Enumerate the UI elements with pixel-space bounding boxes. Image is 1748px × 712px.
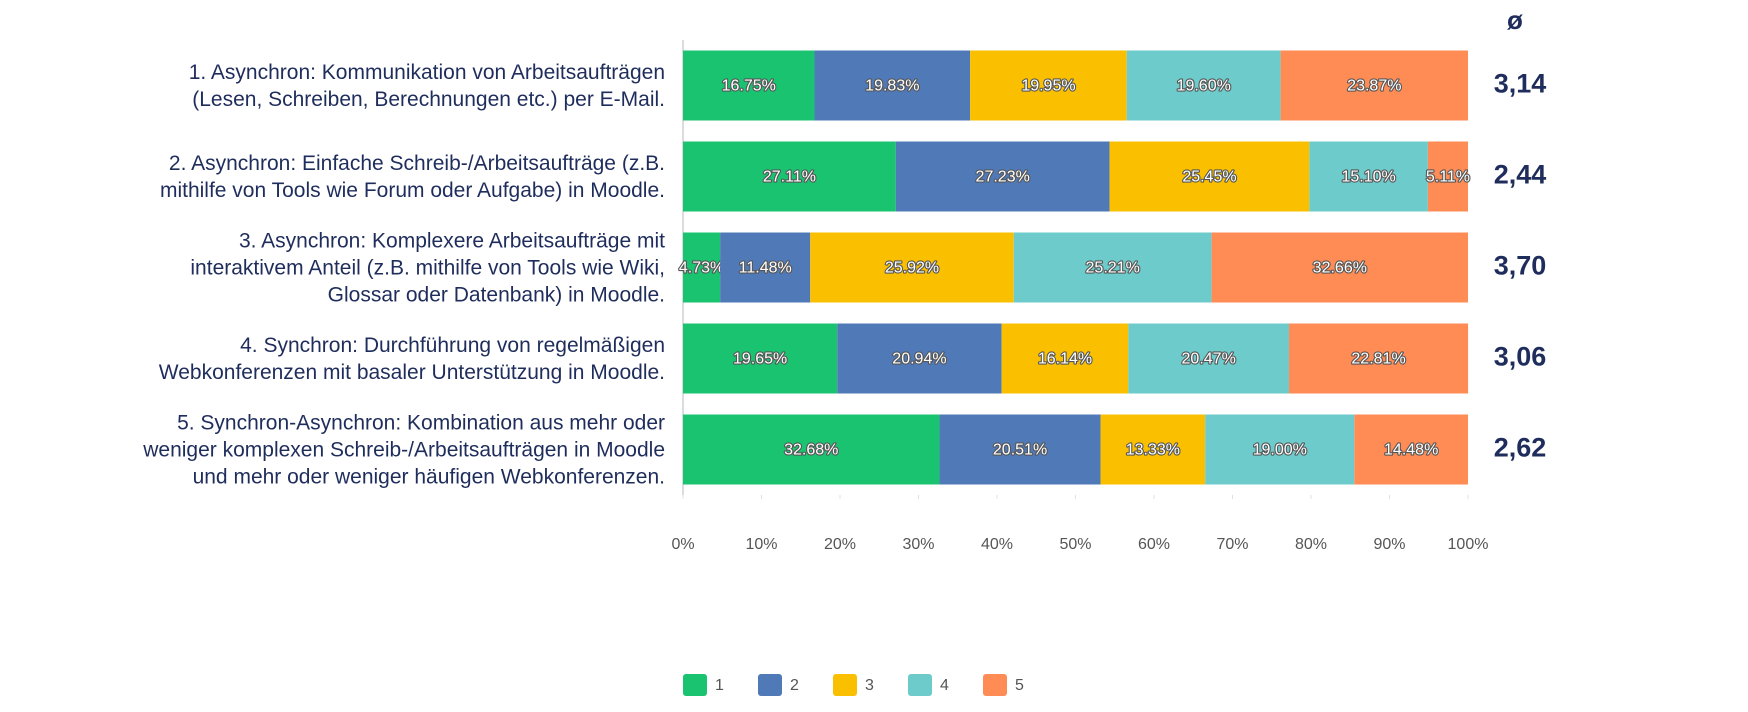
data-label: 32.68% — [784, 442, 838, 459]
average-value: 2,62 — [1494, 433, 1547, 463]
data-label: 20.51% — [993, 442, 1047, 459]
x-tick-label: 90% — [1373, 536, 1405, 553]
data-label: 15.10% — [1341, 169, 1395, 186]
data-label: 25.92% — [885, 260, 939, 277]
data-label: 19.83% — [865, 78, 919, 95]
data-label: 11.48% — [739, 260, 792, 277]
bar-segment — [1205, 414, 1355, 485]
x-tick-label: 100% — [1448, 536, 1489, 553]
bar-segment — [810, 232, 1014, 303]
x-tick-label: 40% — [981, 536, 1013, 553]
legend-swatch — [758, 674, 782, 696]
data-label: 19.00% — [1253, 442, 1307, 459]
data-label: 25.21% — [1086, 260, 1140, 277]
category-label: 1. Asynchron: Kommunikation von Arbeitsa… — [188, 60, 665, 111]
category-label: 2. Asynchron: Einfache Schreib-/Arbeitsa… — [159, 151, 665, 202]
data-label: 25.45% — [1182, 169, 1236, 186]
data-label: 27.23% — [976, 169, 1030, 186]
bar-segment — [1126, 50, 1281, 121]
legend-label: 1 — [715, 677, 724, 694]
bar-segment — [939, 414, 1101, 485]
data-label: 13.33% — [1126, 442, 1180, 459]
legend-label: 3 — [865, 677, 874, 694]
bar-segment — [720, 232, 811, 303]
legend-label: 4 — [940, 677, 949, 694]
category-label: 3. Asynchron: Komplexere Arbeitsaufträge… — [190, 229, 665, 306]
bar-segment — [683, 50, 815, 121]
bar-segment — [1128, 323, 1290, 394]
data-label: 4.73% — [679, 260, 724, 277]
x-tick-label: 50% — [1059, 536, 1091, 553]
legend-swatch — [833, 674, 857, 696]
data-label: 14.48% — [1384, 442, 1438, 459]
bar-segment — [970, 50, 1127, 121]
legend-label: 2 — [790, 677, 799, 694]
bar-segment — [895, 141, 1110, 212]
x-tick-label: 30% — [902, 536, 934, 553]
bar-segment — [1013, 232, 1212, 303]
legend-swatch — [983, 674, 1007, 696]
x-tick-label: 80% — [1295, 536, 1327, 553]
legend-swatch — [683, 674, 707, 696]
x-tick-label: 10% — [745, 536, 777, 553]
bar-segment — [1109, 141, 1310, 212]
bar-segment — [837, 323, 1002, 394]
bar-segment — [683, 414, 940, 485]
bar-segment — [683, 141, 896, 212]
bar-segment — [1309, 141, 1428, 212]
data-label: 16.75% — [722, 78, 776, 95]
data-label: 5.11% — [1426, 169, 1470, 186]
data-label: 27.11% — [763, 169, 816, 186]
data-label: 22.81% — [1351, 351, 1405, 368]
data-label: 19.60% — [1177, 78, 1231, 95]
data-label: 16.14% — [1038, 351, 1092, 368]
x-tick-label: 0% — [671, 536, 694, 553]
legend-swatch — [908, 674, 932, 696]
bar-segment — [814, 50, 971, 121]
data-label: 20.47% — [1182, 351, 1236, 368]
bar-segment — [1354, 414, 1468, 485]
bar-segment — [1289, 323, 1469, 394]
data-label: 20.94% — [892, 351, 946, 368]
x-tick-label: 20% — [824, 536, 856, 553]
average-value: 3,14 — [1494, 69, 1547, 99]
average-value: 3,06 — [1494, 342, 1547, 372]
bar-segment — [1427, 141, 1468, 212]
legend-label: 5 — [1015, 677, 1024, 694]
bar-segment — [683, 232, 721, 303]
bar-segment — [1280, 50, 1468, 121]
average-header: ø — [1507, 5, 1523, 35]
data-label: 32.66% — [1313, 260, 1367, 277]
x-tick-label: 60% — [1138, 536, 1170, 553]
bar-segment — [683, 323, 838, 394]
bar-segment — [1211, 232, 1468, 303]
data-label: 19.65% — [733, 351, 787, 368]
average-value: 2,44 — [1494, 160, 1547, 190]
x-tick-label: 70% — [1216, 536, 1248, 553]
category-label: 4. Synchron: Durchführung von regelmäßig… — [158, 333, 665, 384]
category-label: 5. Synchron-Asynchron: Kombination aus m… — [143, 411, 665, 488]
data-label: 19.95% — [1021, 78, 1075, 95]
average-value: 3,70 — [1494, 251, 1547, 281]
bar-segment — [1100, 414, 1206, 485]
data-label: 23.87% — [1347, 78, 1401, 95]
bar-segment — [1001, 323, 1129, 394]
